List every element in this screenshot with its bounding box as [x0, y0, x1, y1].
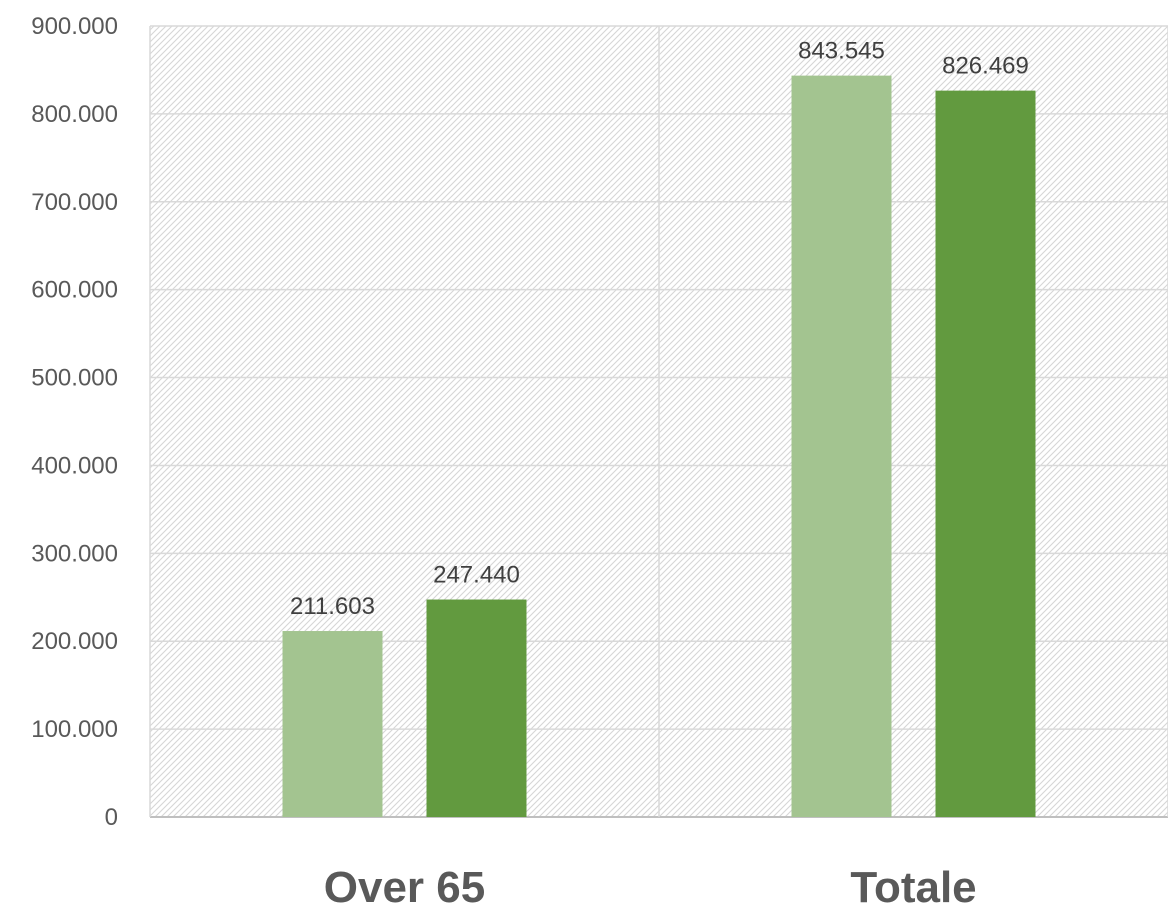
category-label: Over 65: [324, 863, 485, 908]
bar: [791, 75, 892, 817]
category-label: Totale: [850, 863, 976, 908]
y-tick-label: 600.000: [31, 277, 118, 304]
y-tick-label: 400.000: [31, 452, 118, 479]
y-tick-label: 100.000: [31, 716, 118, 743]
category-dividers: [149, 26, 1168, 817]
data-label: 247.440: [433, 562, 520, 589]
data-label: 826.469: [942, 53, 1029, 80]
bar: [426, 599, 527, 817]
bars: [282, 75, 1036, 817]
data-label: 211.603: [290, 593, 375, 620]
bar: [282, 631, 383, 817]
y-tick-label: 700.000: [31, 189, 118, 216]
y-tick-label: 500.000: [31, 365, 118, 392]
y-tick-label: 800.000: [31, 101, 118, 128]
bar: [935, 90, 1036, 817]
y-tick-label: 0: [105, 804, 118, 831]
x-axis-categories: Over 65 Totale: [324, 863, 977, 908]
y-axis-ticks: 0 100.000 200.000 300.000 400.000 500.000 600.…: [31, 13, 118, 831]
y-tick-label: 900.000: [31, 13, 118, 40]
data-labels: 211.603 247.440 843.545 826.469: [290, 38, 1029, 620]
y-tick-label: 200.000: [31, 628, 118, 655]
data-label: 843.545: [798, 38, 885, 65]
y-tick-label: 300.000: [31, 540, 118, 567]
